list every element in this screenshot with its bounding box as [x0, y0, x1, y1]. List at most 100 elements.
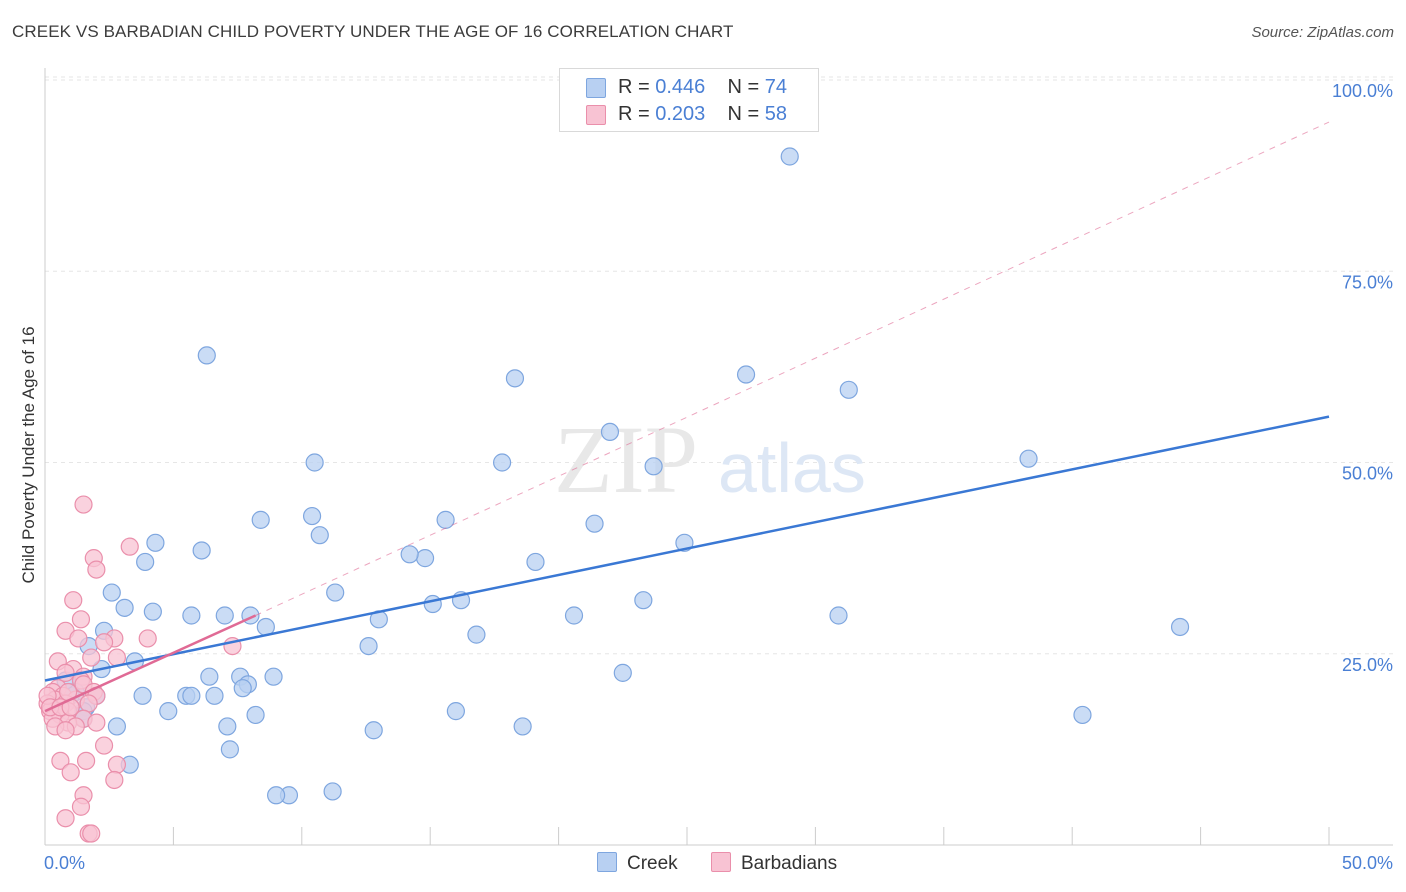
creek-point: [323, 782, 342, 801]
creek-point: [585, 514, 604, 533]
creek-point: [400, 545, 419, 564]
barbadians-point: [56, 809, 75, 828]
creek-point: [736, 365, 756, 384]
barbadians-point: [76, 751, 96, 770]
bottom-legend-swatch-creek: [597, 852, 617, 872]
barbadians-point: [56, 721, 75, 740]
barbadians-point: [71, 797, 91, 816]
legend-r-label: R =: [618, 76, 650, 98]
barbadians-point: [94, 633, 114, 652]
creek-point: [246, 705, 265, 725]
creek-point: [251, 510, 270, 529]
creek-point: [182, 606, 201, 625]
creek-point: [613, 663, 632, 682]
creek-point: [1170, 617, 1190, 637]
creek-point: [415, 549, 435, 568]
barbadians-point: [61, 763, 80, 782]
creek-point: [829, 606, 848, 625]
creek-point: [423, 594, 442, 614]
bottom-legend-swatch-barbadians: [711, 852, 731, 872]
bottom-legend-barbadians: Barbadians: [711, 852, 837, 875]
barbadians-point: [105, 770, 124, 790]
creek-point: [218, 717, 237, 736]
creek-point: [780, 147, 799, 166]
bottom-legend-label-barbadians: Barbadians: [741, 853, 838, 874]
y-tick-label: 100.0%: [1332, 81, 1393, 101]
creek-point: [310, 526, 329, 545]
creek-point: [146, 533, 165, 552]
barbadians-point: [79, 694, 98, 713]
creek-point: [302, 506, 322, 526]
creek-point: [102, 583, 121, 602]
legend-n-label: N =: [727, 76, 760, 98]
source-label: Source: ZipAtlas.com: [1251, 24, 1394, 41]
creek-point: [115, 598, 134, 617]
creek-point: [600, 422, 620, 441]
creek-point: [1073, 705, 1092, 725]
creek-point: [1019, 449, 1038, 468]
barbadians-trend-line-dashed: [255, 121, 1330, 616]
legend-swatch-creek: [586, 78, 606, 98]
watermark-atlas: atlas: [718, 429, 866, 507]
creek-point: [159, 702, 178, 721]
barbadians-point: [138, 629, 157, 648]
y-tick-label: 75.0%: [1342, 272, 1393, 292]
barbadians-point: [94, 736, 114, 755]
x-tick-label: 0.0%: [44, 853, 85, 873]
legend-barbadians-r: 0.203: [655, 103, 706, 125]
creek-point: [526, 552, 545, 572]
legend-barbadians-n: 58: [764, 103, 788, 125]
creek-point: [197, 346, 216, 365]
creek-point: [143, 602, 162, 621]
creek-point: [192, 541, 211, 560]
bottom-legend-label-creek: Creek: [627, 853, 678, 874]
barbadians-point: [74, 495, 93, 514]
legend-r-label: R =: [618, 103, 650, 125]
barbadians-point: [82, 824, 101, 843]
bottom-legend-creek: Creek: [597, 852, 678, 875]
creek-point: [326, 583, 345, 602]
x-tick-label: 50.0%: [1342, 853, 1393, 873]
legend: R = 0.446 N = 74 R = 0.203 N = 58: [559, 68, 819, 132]
creek-point: [107, 717, 127, 736]
barbadians-point: [82, 648, 101, 667]
barbadians-point: [64, 591, 83, 610]
creek-point: [364, 721, 383, 740]
creek-point: [564, 606, 584, 625]
creek-point: [233, 679, 252, 698]
barbadians-point: [69, 629, 88, 648]
barbadians-point: [87, 713, 106, 732]
creek-point: [133, 686, 152, 705]
barbadians-trend-line: [44, 614, 257, 713]
creek-point: [182, 686, 201, 705]
barbadians-point: [56, 663, 75, 682]
barbadians-point: [87, 560, 106, 579]
legend-swatch-barbadians: [586, 105, 606, 125]
creek-point: [436, 510, 455, 529]
y-axis-label: Child Poverty Under the Age of 16: [19, 326, 38, 583]
creek-point: [513, 717, 532, 736]
chart-title: CREEK VS BARBADIAN CHILD POVERTY UNDER T…: [12, 22, 734, 41]
creek-point: [264, 667, 283, 686]
watermark-zip: ZIP: [554, 406, 698, 513]
barbadians-point: [107, 755, 127, 774]
y-tick-label: 25.0%: [1342, 655, 1393, 675]
barbadians-point: [71, 610, 91, 629]
legend-creek-r: 0.446: [655, 76, 706, 98]
y-tick-label: 50.0%: [1342, 464, 1393, 484]
creek-point: [839, 380, 858, 399]
creek-point: [220, 740, 239, 759]
legend-n-label: N =: [727, 103, 760, 125]
creek-point: [267, 786, 286, 805]
creek-point: [644, 457, 663, 476]
creek-point: [634, 591, 653, 610]
barbadians-point: [51, 751, 70, 770]
creek-point: [136, 552, 155, 572]
creek-point: [446, 702, 465, 721]
creek-point: [215, 606, 234, 625]
creek-point: [493, 453, 512, 472]
legend-creek-n: 74: [764, 76, 788, 98]
creek-point: [505, 369, 525, 388]
creek-point: [359, 636, 378, 656]
